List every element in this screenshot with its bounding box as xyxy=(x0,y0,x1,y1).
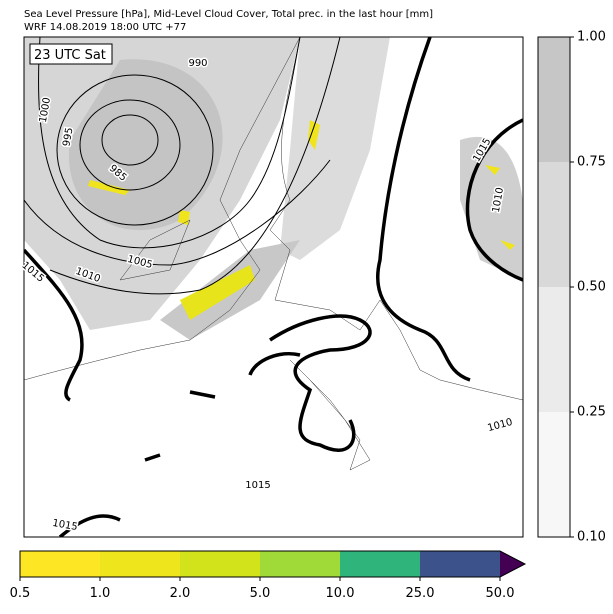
isobar-1015 xyxy=(248,352,301,376)
colorbar-band xyxy=(20,551,100,577)
colorbar-tick-label: 0.50 xyxy=(577,280,606,295)
colorbar-band xyxy=(100,551,180,577)
isobar-1015 xyxy=(269,314,372,452)
isobar xyxy=(101,114,159,166)
contour-label: 995 xyxy=(61,127,75,148)
time-label: 23 UTC Sat xyxy=(34,48,106,63)
title: Sea Level Pressure [hPa], Mid-Level Clou… xyxy=(24,9,433,20)
colorbar-band xyxy=(260,551,340,577)
colorbar-tick-label: 1.00 xyxy=(577,30,606,45)
contour-label: 1015 xyxy=(245,480,270,491)
colorbar-band xyxy=(538,162,570,287)
map: 23 UTC Sat xyxy=(23,36,524,538)
colorbar-tick-label: 10.0 xyxy=(326,586,355,601)
isobar xyxy=(56,74,214,226)
colorbar-tick-label: 1.0 xyxy=(90,586,111,601)
subtitle: WRF 14.08.2019 18:00 UTC +77 xyxy=(24,22,186,33)
colorbar-tick-label: 0.25 xyxy=(577,405,606,420)
time-box xyxy=(29,43,113,65)
colorbar-tick-label: 5.0 xyxy=(250,586,271,601)
isobar-1015 xyxy=(24,248,84,402)
colorbar-band xyxy=(180,551,260,577)
map-frame xyxy=(23,36,524,538)
colorbar-tick-label: 0.5 xyxy=(10,586,31,601)
colorbar-tick-label: 0.75 xyxy=(577,155,606,170)
colorbar-band xyxy=(538,287,570,412)
contour-label: 1015 xyxy=(51,518,78,533)
isobar-1015 xyxy=(465,118,523,282)
isobar-1015 xyxy=(58,514,121,537)
colorbar-band xyxy=(538,412,570,537)
colorbar-tick-label: 50.0 xyxy=(486,586,515,601)
isobar-1015 xyxy=(376,37,471,382)
colorbar-tick-label: 0.10 xyxy=(577,530,606,545)
isobar-1015 xyxy=(144,390,216,462)
precip-area xyxy=(180,265,255,320)
colorbar-tick-label: 2.0 xyxy=(170,586,191,601)
colorbar-band xyxy=(420,551,500,577)
contour-label: 1010 xyxy=(491,187,506,214)
colorbar-frame xyxy=(19,550,527,578)
coastline xyxy=(119,219,371,471)
colorbar-band xyxy=(538,37,570,162)
colorbar-band xyxy=(340,551,420,577)
coastline xyxy=(24,37,523,537)
precip-colorbar: 0.5 1.0 2.0 5.0 10.0 25.0 50.0 xyxy=(10,550,527,601)
isobar xyxy=(79,99,181,191)
isobar xyxy=(38,37,301,249)
colorbar-tick-label: 25.0 xyxy=(406,586,435,601)
colorbar-extend xyxy=(500,551,525,577)
contour-label: 990 xyxy=(188,58,207,69)
cloud-colorbar: 1.00 0.75 0.50 0.25 0.10 xyxy=(537,30,606,545)
isobar xyxy=(49,37,341,295)
isobar xyxy=(24,159,331,266)
cloud-area xyxy=(280,37,390,260)
